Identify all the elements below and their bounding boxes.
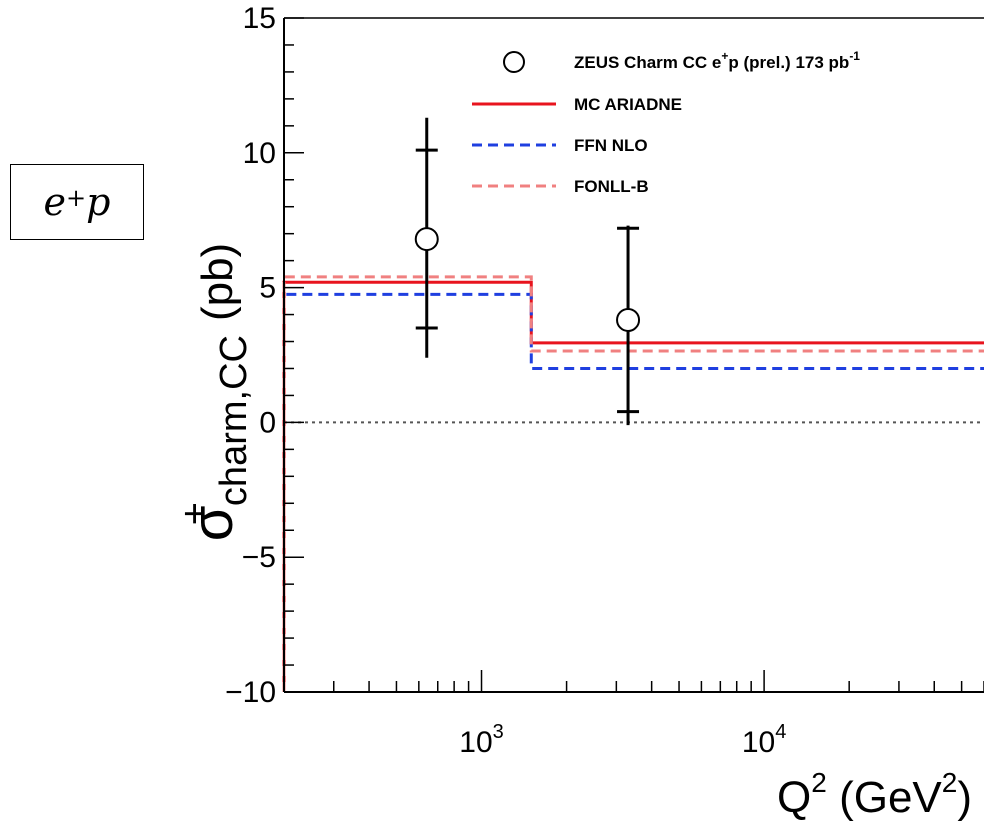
x-tick-label: 103 (459, 721, 503, 759)
x-axis-title: Q2 (GeV2) (777, 767, 972, 822)
y-tick-label: 10 (243, 137, 276, 170)
y-tick-label: 0 (259, 406, 276, 439)
y-tick-label: 15 (243, 2, 276, 35)
x-axis-title-sup2: 2 (942, 767, 958, 798)
x-axis-title-end: ) (957, 773, 972, 822)
y-axis-title: σ+charm,CC (pb) (173, 243, 255, 541)
step-histogram-layer (282, 275, 984, 692)
plot-frame (283, 17, 984, 693)
x-axis-title-main: Q (777, 773, 811, 822)
x-axis-title-sup1: 2 (811, 767, 827, 798)
y-axis-ticks: −10 −5 0 5 10 15 (225, 2, 304, 709)
data-points-layer (414, 117, 641, 426)
x-tick-label: 104 (742, 721, 787, 759)
x-axis-title-mid: (GeV (827, 773, 943, 822)
x-axis-ticks: 103 104 (283, 670, 984, 759)
y-tick-label: 5 (259, 272, 276, 305)
data-marker (414, 227, 439, 252)
y-tick-label: −10 (225, 676, 276, 709)
series-line-ffn-nlo (282, 292, 984, 692)
legend-label: FONLL-B (574, 177, 649, 196)
beam-annotation-plus: + (66, 184, 87, 212)
beam-annotation-box: e + p (10, 164, 144, 240)
data-marker (616, 307, 641, 332)
beam-annotation-p: p (86, 180, 111, 224)
y-axis-title-sigma: σ (180, 505, 245, 541)
legend-label: ZEUS Charm CC e+p (prel.) 173 pb-1 (574, 49, 860, 72)
legend-marker-data (503, 51, 525, 73)
y-axis-title-superscript: + (173, 502, 217, 525)
legend: ZEUS Charm CC e+p (prel.) 173 pb-1 MC ARI… (472, 49, 860, 196)
beam-annotation-e: e (43, 180, 67, 224)
y-axis-title-subscript: charm,CC (213, 335, 255, 506)
legend-label: FFN NLO (574, 136, 648, 155)
data-point-1 (414, 117, 439, 358)
data-point-2 (616, 225, 641, 426)
legend-label: MC ARIADNE (574, 95, 682, 114)
y-axis-title-unit: (pb) (193, 243, 242, 321)
series-line-mc-ariadne (282, 280, 984, 692)
y-tick-label: −5 (242, 541, 276, 574)
series-line-fonll-b (282, 275, 984, 692)
